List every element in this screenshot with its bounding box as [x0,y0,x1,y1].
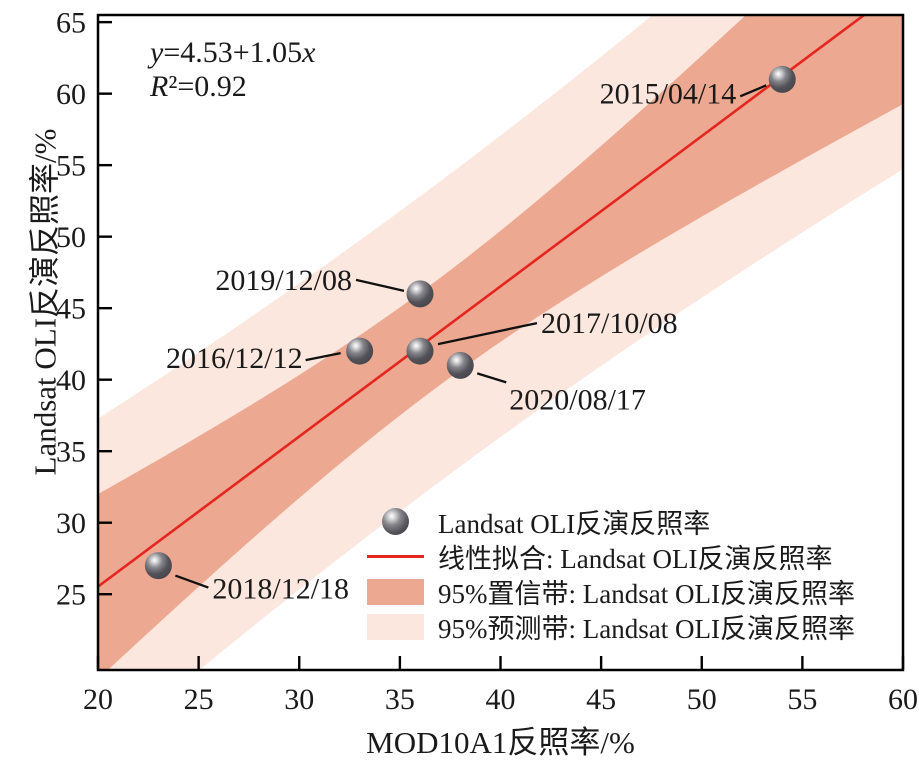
legend-label: Landsat OLI反演反照率 [438,509,711,539]
sphere-marker-icon [381,508,409,535]
data-point [144,552,172,580]
legend: Landsat OLI反演反照率 线性拟合: Landsat OLI反演反照率 … [366,504,855,644]
point-label: 2017/10/08 [541,307,678,340]
label-connector [174,574,209,589]
plot-frame [96,13,905,672]
y-tick-label: 65 [56,7,86,40]
fit-line [98,15,867,588]
y-axis-title: Landsat OLI反演反照率/% [27,128,63,476]
label-connector [355,278,405,292]
data-point [406,280,434,308]
equation-var-x: x [302,36,316,69]
y-tick-label: 60 [56,78,86,111]
data-point [406,337,434,365]
x-tick-label: 40 [486,683,516,716]
point-label: 2019/12/08 [215,264,352,297]
equation-var-y: y [150,36,164,69]
legend-label: 95%置信带: Landsat OLI反演反照率 [438,579,855,609]
r-squared-value: ²=0.92 [168,70,247,103]
confidence-band-icon [366,578,424,605]
point-label: 2015/04/14 [600,77,737,110]
y-tick-label: 25 [56,579,86,612]
y-tick-label: 35 [56,436,86,469]
legend-row-marker: Landsat OLI反演反照率 [366,504,855,539]
y-tick-label: 40 [56,364,86,397]
x-tick-label: 20 [83,683,113,716]
y-tick-label: 50 [56,221,86,254]
x-tick-label: 55 [787,683,817,716]
data-point [346,337,374,365]
data-point [768,65,796,93]
legend-label: 线性拟合: Landsat OLI反演反照率 [438,544,833,574]
legend-row-prediction-band: 95%预测带: Landsat OLI反演反照率 [366,609,855,644]
y-tick-label: 30 [56,507,86,540]
point-label: 2018/12/18 [212,573,349,606]
label-connector [476,372,507,384]
x-tick-label: 60 [888,683,918,716]
legend-label: 95%预测带: Landsat OLI反演反照率 [438,614,855,644]
data-point [446,351,474,379]
equation-line: y=4.53+1.05x [150,36,316,70]
x-tick-label: 25 [184,683,214,716]
point-label: 2016/12/12 [166,342,303,375]
legend-row-fit-line: 线性拟合: Landsat OLI反演反照率 [366,539,855,574]
x-tick-label: 50 [687,683,717,716]
confidence-band [98,15,903,670]
point-label: 2020/08/17 [509,383,646,416]
r-squared-line: R²=0.92 [150,70,316,104]
x-tick-label: 30 [284,683,314,716]
label-connector [739,84,767,98]
y-tick-label: 45 [56,293,86,326]
equation-body: =4.53+1.05 [163,36,303,69]
x-tick-label: 35 [385,683,415,716]
legend-row-confidence-band: 95%置信带: Landsat OLI反演反照率 [366,574,855,609]
r-squared-var: R [150,70,169,103]
legend-confidence-icon [366,578,424,605]
legend-prediction-icon [366,613,424,640]
x-axis-title: MOD10A1反照率/% [366,725,635,760]
legend-line-icon [366,555,424,558]
x-tick-label: 45 [586,683,616,716]
fit-line-icon [366,555,424,558]
y-tick-label: 55 [56,150,86,183]
label-connector [305,351,341,362]
fit-equation: y=4.53+1.05x R²=0.92 [150,36,316,104]
label-connector [437,321,538,346]
legend-marker-icon [366,508,424,535]
prediction-band-icon [366,613,424,640]
